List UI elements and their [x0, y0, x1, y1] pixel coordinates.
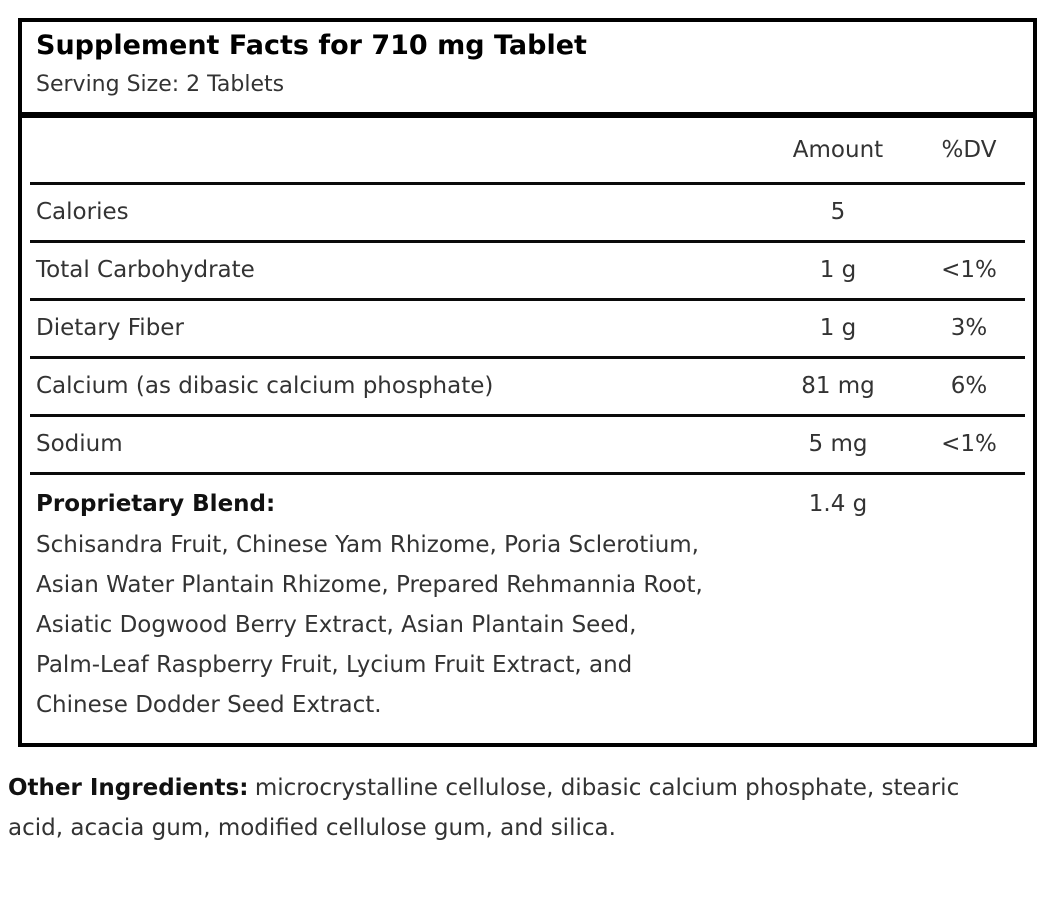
blend-label: Proprietary Blend: [36, 490, 276, 517]
blend-description: Schisandra Fruit, Chinese Yam Rhizome, P… [30, 525, 1025, 725]
column-header-dv: %DV [941, 136, 997, 163]
supplement-facts-panel: Supplement Facts for 710 mg Tablet Servi… [18, 18, 1037, 747]
blend-amount: 1.4 g [808, 490, 868, 517]
proprietary-blend-section: Proprietary Blend: 1.4 g Schisandra Frui… [30, 475, 1025, 743]
row-label: Total Carbohydrate [36, 257, 255, 284]
table-header-row: Amount %DV [30, 118, 1025, 185]
table-row: Calcium (as dibasic calcium phosphate) 8… [30, 359, 1025, 417]
other-ingredients-text: microcrystalline cellulose, dibasic calc… [8, 774, 960, 841]
row-dv: 3% [950, 315, 988, 342]
row-dv: 6% [950, 373, 988, 400]
row-dv: <1% [941, 431, 997, 458]
row-amount: 1 g [819, 257, 857, 284]
blend-description-line: Schisandra Fruit, Chinese Yam Rhizome, P… [36, 531, 699, 558]
row-amount: 5 [830, 199, 846, 226]
row-amount: 1 g [819, 315, 857, 342]
blend-description-line: Palm-Leaf Raspberry Fruit, Lycium Fruit … [36, 651, 633, 678]
blend-description-line: Chinese Dodder Seed Extract. [36, 691, 382, 718]
column-header-amount: Amount [792, 136, 884, 163]
row-dv: <1% [941, 257, 997, 284]
table-row: Total Carbohydrate 1 g <1% [30, 243, 1025, 301]
row-label: Calories [36, 199, 129, 226]
other-ingredients-label: Other Ingredients: [8, 774, 249, 801]
row-label: Calcium (as dibasic calcium phosphate) [36, 373, 494, 400]
row-amount: 5 mg [808, 431, 868, 458]
table-row: Calories 5 [30, 185, 1025, 243]
table-row: Dietary Fiber 1 g 3% [30, 301, 1025, 359]
blend-description-line: Asian Water Plantain Rhizome, Prepared R… [36, 571, 703, 598]
title-section: Supplement Facts for 710 mg Tablet Servi… [22, 22, 1033, 112]
row-amount: 81 mg [801, 373, 875, 400]
facts-title: Supplement Facts for 710 mg Tablet [36, 30, 587, 61]
blend-description-line: Asiatic Dogwood Berry Extract, Asian Pla… [36, 611, 637, 638]
facts-table: Amount %DV Calories 5 Total Carbohydrate… [22, 111, 1033, 743]
row-label: Dietary Fiber [36, 315, 184, 342]
proprietary-blend-row: Proprietary Blend: 1.4 g [30, 483, 1025, 525]
row-label: Sodium [36, 431, 123, 458]
table-row: Sodium 5 mg <1% [30, 417, 1025, 475]
serving-size: Serving Size: 2 Tablets [36, 72, 285, 98]
other-ingredients: Other Ingredients: microcrystalline cellu… [8, 768, 993, 848]
